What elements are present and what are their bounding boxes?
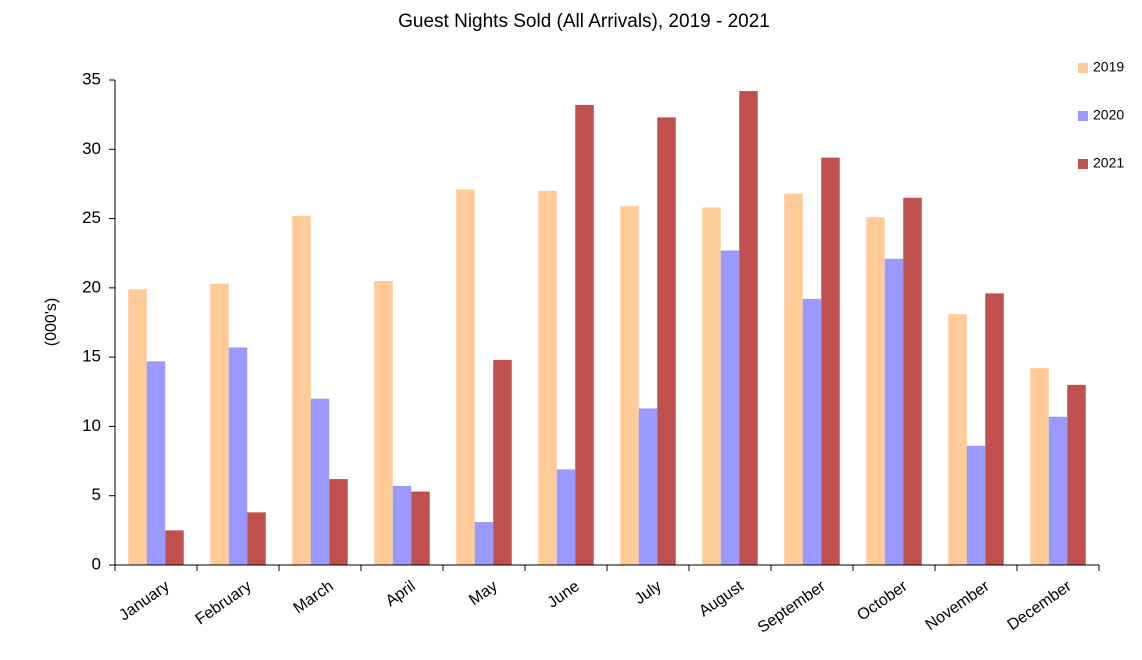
bar bbox=[247, 512, 266, 565]
bar bbox=[903, 197, 922, 566]
x-tick-label: July bbox=[632, 578, 665, 608]
chart-title: Guest Nights Sold (All Arrivals), 2019 -… bbox=[398, 11, 770, 32]
y-tick-label: 30 bbox=[82, 139, 101, 158]
bar bbox=[329, 479, 348, 565]
legend-label: 2019 bbox=[1093, 59, 1124, 75]
x-tick-label: January bbox=[116, 578, 172, 625]
legend-swatch bbox=[1078, 111, 1088, 121]
bar bbox=[720, 250, 740, 565]
x-tick-label: December bbox=[1004, 577, 1075, 634]
legend-swatch bbox=[1078, 159, 1088, 169]
bar bbox=[985, 293, 1004, 565]
bar bbox=[165, 530, 184, 565]
bar bbox=[1030, 368, 1049, 565]
bar bbox=[575, 104, 594, 565]
x-tick-label: June bbox=[545, 578, 583, 612]
x-tick-label: May bbox=[466, 578, 501, 609]
bar bbox=[638, 408, 658, 565]
bar bbox=[392, 486, 412, 565]
x-tick-label: October bbox=[854, 577, 911, 624]
bar bbox=[228, 347, 248, 565]
bar bbox=[657, 117, 676, 566]
bar bbox=[1048, 416, 1068, 565]
y-axis-label: (000's) bbox=[43, 298, 60, 346]
x-tick-label: September bbox=[755, 577, 829, 636]
legend-label: 2021 bbox=[1093, 155, 1124, 171]
y-tick-label: 25 bbox=[82, 208, 101, 227]
y-tick-label: 5 bbox=[92, 485, 101, 504]
x-tick-label: August bbox=[696, 577, 747, 620]
bar bbox=[620, 206, 639, 565]
bar bbox=[1067, 384, 1086, 565]
bar bbox=[411, 491, 430, 565]
x-tick-label: February bbox=[193, 578, 255, 629]
bar bbox=[292, 215, 311, 566]
bar bbox=[474, 522, 494, 565]
bar bbox=[146, 361, 166, 565]
bar bbox=[739, 91, 758, 565]
y-tick-label: 35 bbox=[82, 69, 101, 88]
bar bbox=[866, 217, 885, 565]
bar bbox=[948, 314, 967, 565]
bar bbox=[821, 157, 840, 565]
bar bbox=[456, 189, 475, 565]
y-tick-label: 0 bbox=[92, 554, 101, 573]
y-tick-label: 10 bbox=[82, 416, 101, 435]
bar bbox=[802, 298, 822, 565]
bar bbox=[493, 359, 512, 565]
bar bbox=[556, 469, 576, 565]
bar bbox=[784, 193, 803, 565]
bar bbox=[702, 207, 721, 565]
legend-swatch bbox=[1078, 63, 1088, 73]
x-tick-label: March bbox=[291, 578, 337, 617]
x-tick-label: November bbox=[922, 577, 993, 634]
bar bbox=[128, 289, 147, 565]
bar bbox=[210, 283, 229, 565]
y-tick-label: 20 bbox=[82, 277, 101, 296]
bar bbox=[310, 398, 330, 565]
bar bbox=[538, 190, 557, 565]
y-tick-label: 15 bbox=[82, 347, 101, 366]
legend-label: 2020 bbox=[1093, 107, 1124, 123]
bar bbox=[966, 445, 986, 565]
bar bbox=[374, 280, 393, 565]
bar bbox=[884, 258, 904, 565]
x-tick-label: April bbox=[383, 578, 419, 610]
